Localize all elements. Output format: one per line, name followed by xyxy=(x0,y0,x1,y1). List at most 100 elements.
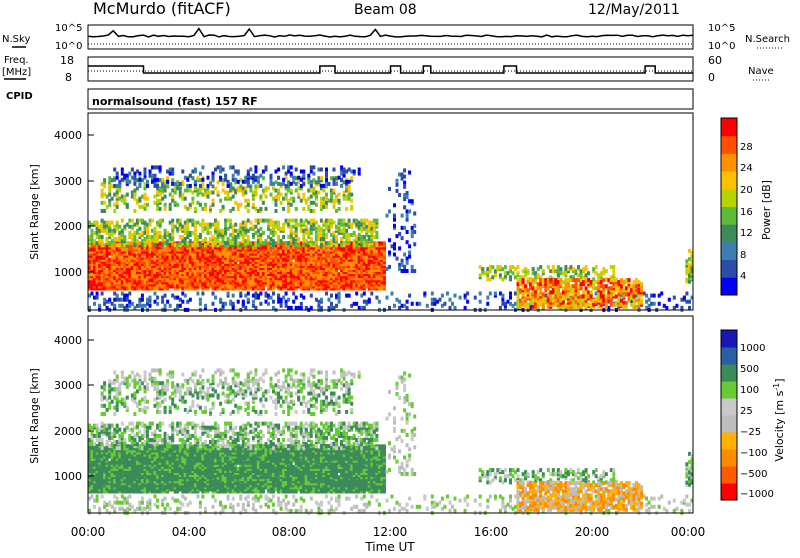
power-cell xyxy=(368,298,371,302)
power-cell xyxy=(297,193,300,197)
power-cell xyxy=(312,165,315,169)
power-cell xyxy=(431,298,434,302)
power-cell xyxy=(370,239,373,243)
power-cell xyxy=(406,269,409,273)
power-cell xyxy=(509,275,512,279)
power-cell xyxy=(307,174,310,178)
power-cell xyxy=(204,304,207,308)
power-cell xyxy=(282,227,285,231)
power-cell xyxy=(517,297,520,301)
power-cell xyxy=(149,296,152,300)
power-cell xyxy=(486,296,489,300)
power-cell xyxy=(189,231,192,235)
power-cell xyxy=(335,209,338,213)
power-cell xyxy=(111,221,114,225)
power-cell xyxy=(302,174,305,178)
power-cell xyxy=(103,201,106,205)
power-cell xyxy=(499,273,502,277)
power-cell xyxy=(93,296,96,300)
power-cell xyxy=(290,306,293,310)
power-cell xyxy=(292,197,295,201)
power-cell xyxy=(408,199,411,203)
power-cell xyxy=(227,258,230,262)
power-cell xyxy=(486,302,489,306)
power-cell xyxy=(325,168,328,172)
power-cell xyxy=(310,165,313,169)
power-cell xyxy=(517,278,520,282)
power-cell xyxy=(322,184,325,188)
power-cell xyxy=(375,243,378,247)
power-cell xyxy=(199,298,202,302)
power-cell xyxy=(179,182,182,186)
power-cell xyxy=(612,278,615,282)
power-cell xyxy=(106,195,109,199)
power-cell xyxy=(212,203,215,207)
power-cell xyxy=(625,301,628,305)
power-cell xyxy=(265,195,268,199)
power-cell xyxy=(650,294,653,298)
power-cell xyxy=(275,189,278,193)
power-cell xyxy=(254,306,257,310)
power-cell xyxy=(128,231,131,235)
power-cell xyxy=(237,180,240,184)
power-cell xyxy=(141,243,144,247)
power-cell xyxy=(116,184,119,188)
power-cell xyxy=(191,201,194,205)
power-cell xyxy=(685,278,688,282)
power-cell xyxy=(237,278,240,282)
power-cell xyxy=(280,193,283,197)
power-cell xyxy=(363,292,366,296)
power-cell xyxy=(348,276,351,280)
power-cell xyxy=(302,182,305,186)
power-cell xyxy=(267,302,270,306)
power-cell xyxy=(111,197,114,201)
power-cell xyxy=(375,296,378,300)
power-cell xyxy=(270,174,273,178)
power-cell xyxy=(612,265,615,269)
power-cell xyxy=(214,250,217,254)
power-cell xyxy=(393,218,396,222)
power-cell xyxy=(310,237,313,241)
power-cell xyxy=(587,271,590,275)
power-cell xyxy=(330,294,333,298)
power-cell xyxy=(532,267,535,271)
power-cell xyxy=(141,276,144,280)
power-cell xyxy=(249,176,252,180)
power-cell xyxy=(539,282,542,286)
power-cell xyxy=(320,243,323,247)
power-cell xyxy=(222,182,225,186)
power-cell xyxy=(683,296,686,300)
power-cell xyxy=(214,168,217,172)
power-cell xyxy=(116,298,119,302)
power-cell xyxy=(176,304,179,308)
power-cell xyxy=(333,178,336,182)
power-cell xyxy=(393,253,396,257)
power-cell xyxy=(166,176,169,180)
power-cell xyxy=(237,207,240,211)
power-cell xyxy=(325,178,328,182)
power-cell xyxy=(348,294,351,298)
power-cell xyxy=(275,280,278,284)
power-cell xyxy=(247,298,250,302)
power-cell xyxy=(108,298,111,302)
power-cell xyxy=(602,278,605,282)
power-cell xyxy=(98,304,101,308)
power-cell xyxy=(214,264,217,268)
power-cell xyxy=(277,168,280,172)
power-cell xyxy=(292,300,295,304)
power-cell xyxy=(93,302,96,306)
power-cell xyxy=(350,199,353,203)
power-cell xyxy=(396,298,399,302)
power-cell xyxy=(403,185,406,189)
power-cell xyxy=(262,189,265,193)
power-cell xyxy=(171,219,174,223)
power-cell xyxy=(312,209,315,213)
power-cell xyxy=(413,269,416,273)
power-cell xyxy=(665,306,668,310)
power-cell xyxy=(161,219,164,223)
power-cell xyxy=(161,182,164,186)
power-cell xyxy=(141,294,144,298)
power-cell xyxy=(212,302,215,306)
power-cell xyxy=(355,243,358,247)
